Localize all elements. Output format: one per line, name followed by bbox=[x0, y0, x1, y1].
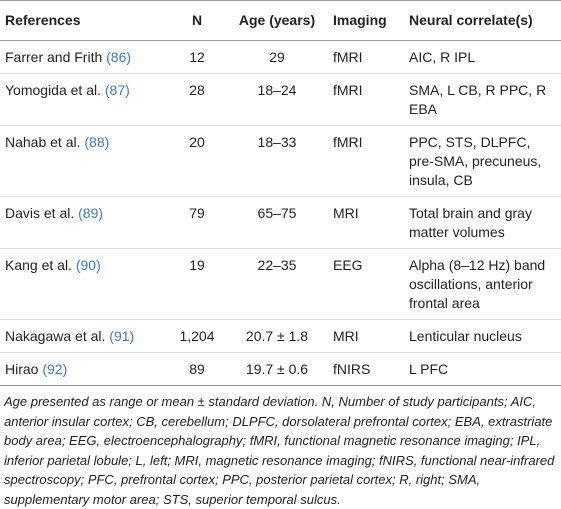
table-cell: SMA, L CB, R PPC, R EBA bbox=[404, 73, 561, 126]
table-cell: fMRI bbox=[328, 40, 404, 74]
author: Nakagawa et al. bbox=[5, 328, 106, 344]
column-header: Neural correlate(s) bbox=[404, 0, 561, 41]
table-cell: Total brain and gray matter volumes bbox=[404, 196, 561, 249]
table-cell: 18–24 bbox=[226, 73, 328, 126]
author: Nahab et al. bbox=[5, 134, 81, 150]
table-cell: 28 bbox=[168, 73, 226, 126]
citation: (86) bbox=[106, 49, 132, 65]
table-cell: EEG bbox=[328, 248, 404, 320]
table-row: Davis et al. (89) 79 65–75 MRI Total brain a… bbox=[0, 196, 561, 249]
reference-cell: Hirao (92) bbox=[0, 352, 168, 386]
column-header: N bbox=[168, 0, 226, 41]
reference-cell: Kang et al. (90) bbox=[0, 248, 168, 320]
footnote: Age presented as range or mean ± standar… bbox=[4, 394, 555, 507]
table-cell: Alpha (8–12 Hz) band oscillations, anter… bbox=[404, 248, 561, 320]
author: Kang et al. bbox=[5, 257, 72, 273]
table-cell: 65–75 bbox=[226, 196, 328, 249]
reference-cell: Farrer and Frith (86) bbox=[0, 40, 168, 74]
table-body: Farrer and Frith (86) 12 29 fMRI AIC, R IPL Y… bbox=[0, 40, 561, 386]
column-header: Imaging bbox=[328, 0, 404, 41]
table-row: Kang et al. (90) 19 22–35 EEG Alpha (8–12 Hz… bbox=[0, 248, 561, 320]
table-cell: 79 bbox=[168, 196, 226, 249]
table-cell: 20.7 ± 1.8 bbox=[226, 319, 328, 353]
citation: (88) bbox=[84, 134, 110, 150]
table-cell: 89 bbox=[168, 352, 226, 386]
table-row: Nakagawa et al. (91) 1,204 20.7 ± 1.8 MRI Le… bbox=[0, 319, 561, 353]
citation: (87) bbox=[104, 82, 130, 98]
table-row: Farrer and Frith (86) 12 29 fMRI AIC, R IPL bbox=[0, 40, 561, 74]
table-cell: 20 bbox=[168, 125, 226, 197]
table-row: Yomogida et al. (87) 28 18–24 fMRI SMA, L CB… bbox=[0, 73, 561, 126]
table-cell: fNIRS bbox=[328, 352, 404, 386]
author: Yomogida et al. bbox=[5, 82, 101, 98]
table-cell: fMRI bbox=[328, 125, 404, 197]
column-header: References bbox=[0, 0, 168, 41]
reference-cell: Yomogida et al. (87) bbox=[0, 73, 168, 126]
author: Hirao bbox=[5, 361, 39, 377]
table-row: Hirao (92) 89 19.7 ± 0.6 fNIRS L PFC bbox=[0, 352, 561, 386]
table-cell: 1,204 bbox=[168, 319, 226, 353]
column-header: Age (years) bbox=[226, 0, 328, 41]
table-cell: 12 bbox=[168, 40, 226, 74]
table-cell: 22–35 bbox=[226, 248, 328, 320]
author: Davis et al. bbox=[5, 205, 75, 221]
data-table: References N Age (years) Imaging Neural corr… bbox=[0, 0, 561, 386]
reference-cell: Nahab et al. (88) bbox=[0, 125, 168, 197]
table-cell: PPC, STS, DLPFC, pre-SMA, precuneus, ins… bbox=[404, 125, 561, 197]
table-cell: 19.7 ± 0.6 bbox=[226, 352, 328, 386]
author: Farrer and Frith bbox=[5, 49, 103, 65]
table-cell: 29 bbox=[226, 40, 328, 74]
citation: (90) bbox=[75, 257, 101, 273]
citation: (91) bbox=[109, 328, 135, 344]
header-row: References N Age (years) Imaging Neural corr… bbox=[0, 0, 561, 41]
citation: (89) bbox=[78, 205, 104, 221]
table-cell: L PFC bbox=[404, 352, 561, 386]
table-cell: MRI bbox=[328, 196, 404, 249]
table-cell: 19 bbox=[168, 248, 226, 320]
table-cell: MRI bbox=[328, 319, 404, 353]
table-cell: 18–33 bbox=[226, 125, 328, 197]
reference-cell: Davis et al. (89) bbox=[0, 196, 168, 249]
table-cell: AIC, R IPL bbox=[404, 40, 561, 74]
citation: (92) bbox=[42, 361, 68, 377]
reference-cell: Nakagawa et al. (91) bbox=[0, 319, 168, 353]
table-row: Nahab et al. (88) 20 18–33 fMRI PPC, STS, DL… bbox=[0, 125, 561, 197]
table-cell: Lenticular nucleus bbox=[404, 319, 561, 353]
table-cell: fMRI bbox=[328, 73, 404, 126]
